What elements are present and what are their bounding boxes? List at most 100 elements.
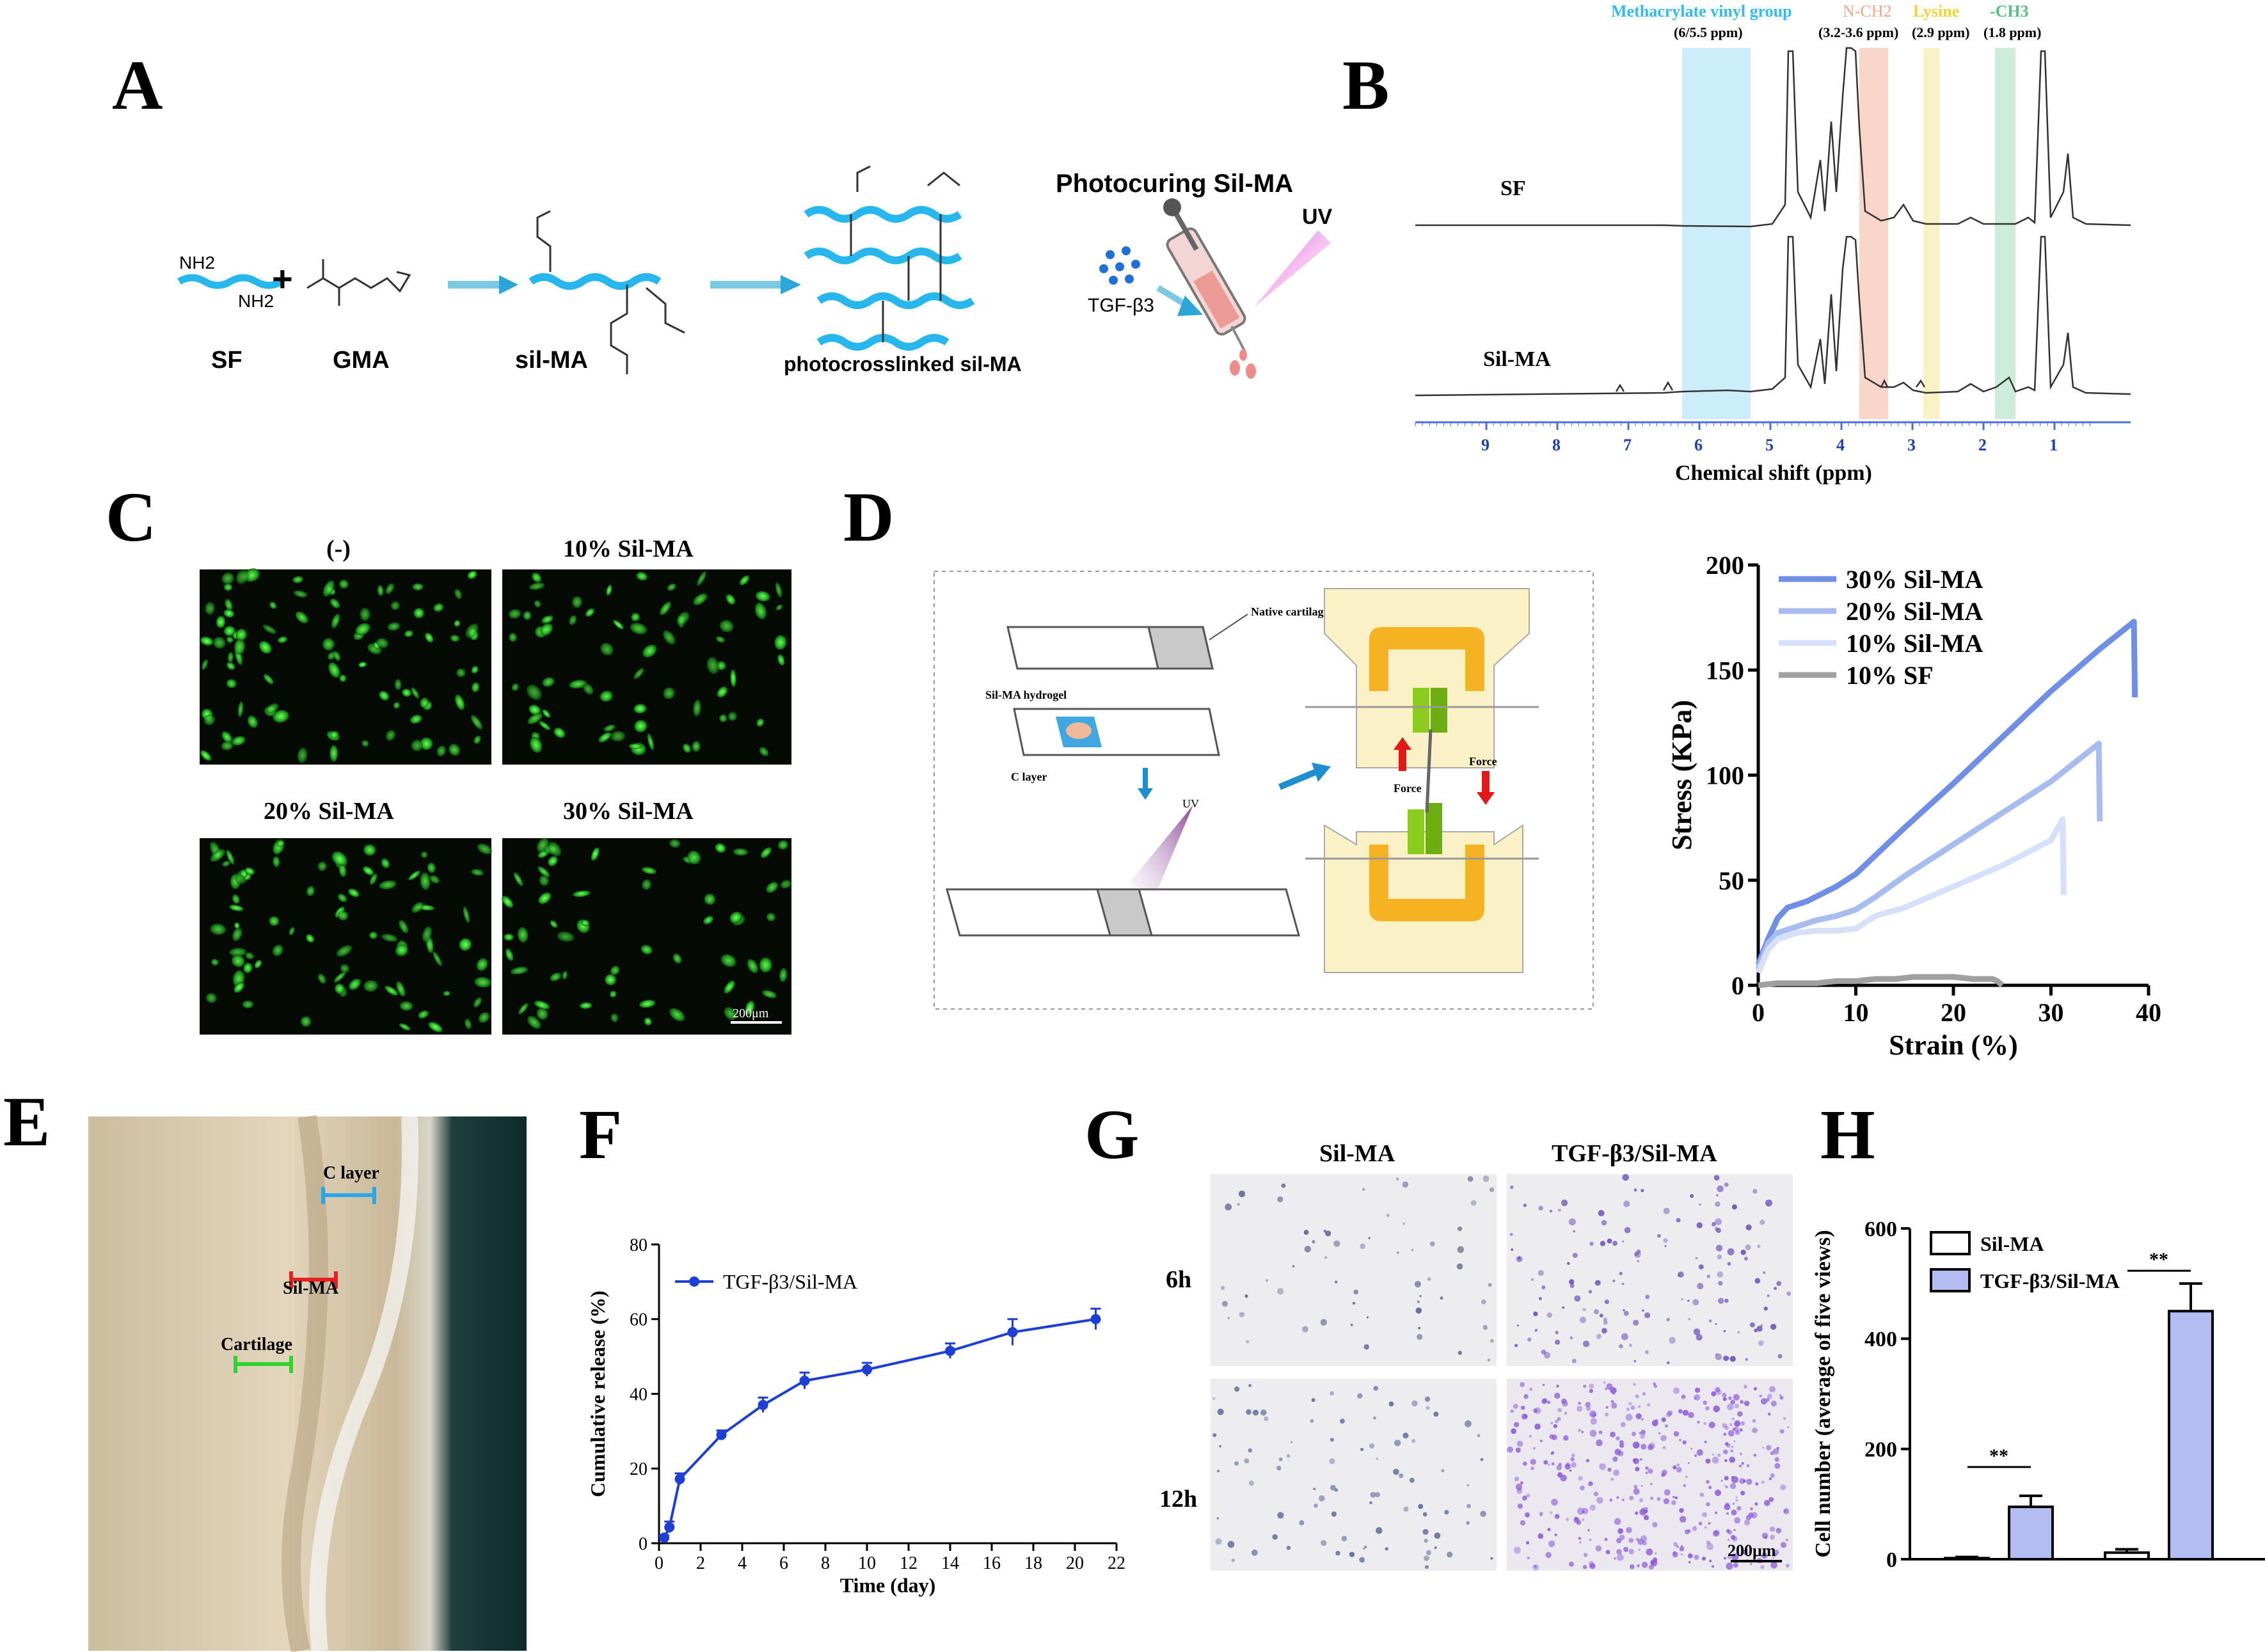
stained-cell [1616, 1537, 1622, 1544]
range-ch3: (1.8 ppm) [1983, 24, 2041, 40]
fluorescent-cell [226, 662, 235, 671]
fluorescent-cell [200, 637, 214, 646]
x-tick-label: 20 [1066, 1553, 1084, 1573]
fluorescent-cell [528, 704, 541, 715]
stained-cell [1579, 1541, 1582, 1544]
stained-cell [1554, 1392, 1561, 1399]
fluorescent-cell [376, 638, 388, 648]
legend-label-0: 30% Sil-MA [1846, 565, 1983, 594]
stained-cell [1655, 1419, 1658, 1422]
legend-label-1: TGF-β3/Sil-MA [1980, 1269, 2120, 1292]
stained-cell [1749, 1322, 1755, 1328]
stained-cell [1550, 1452, 1554, 1455]
fluorescent-cell [454, 620, 461, 627]
stained-cell [1673, 1387, 1680, 1394]
stained-cell [1728, 1396, 1732, 1400]
fluorescent-cell [317, 973, 326, 984]
stained-cell [1624, 1227, 1631, 1234]
stained-cell [1419, 1294, 1422, 1298]
e-markers [234, 1187, 376, 1373]
y-tick-label: 200 [1706, 551, 1744, 580]
stained-cell [1349, 1552, 1355, 1557]
b-tick-label-1: 1 [2049, 436, 2058, 454]
fluorescent-cell [538, 892, 552, 904]
fluorescent-cell [205, 601, 215, 615]
legend-label: TGF-β3/Sil-MA [723, 1270, 857, 1293]
stained-cell [1729, 1356, 1736, 1362]
stained-cell [1743, 1385, 1747, 1389]
stained-cell [1511, 1428, 1517, 1434]
stained-cell [1663, 1498, 1670, 1504]
stained-cell [1509, 1233, 1513, 1236]
fluorescent-cell [408, 870, 420, 880]
stained-cell [1543, 1460, 1548, 1465]
x-tick-label: 16 [983, 1553, 1001, 1573]
stained-cell [1215, 1538, 1222, 1545]
fluorescent-cell [449, 743, 461, 756]
fluorescent-cell [610, 965, 620, 976]
stained-cell [1386, 1213, 1390, 1218]
legend-label-1: 20% Sil-MA [1846, 597, 1983, 626]
stained-cell [1717, 1453, 1721, 1457]
stained-cell [1527, 1556, 1530, 1560]
label-ch3: -CH3 [1990, 2, 2029, 20]
stained-cell [1212, 1397, 1215, 1400]
stained-cell [1774, 1287, 1777, 1291]
stained-cell [1697, 1420, 1700, 1424]
stained-cell [1704, 1440, 1707, 1443]
stained-cell [1619, 1443, 1625, 1448]
stained-cell [1530, 1466, 1534, 1470]
x-tick-label: 10 [858, 1553, 876, 1573]
stained-cell [1366, 1316, 1369, 1319]
data-point [758, 1400, 768, 1411]
data-point [659, 1532, 670, 1543]
stained-cell [1752, 1418, 1756, 1423]
stained-cell [1514, 1344, 1518, 1347]
fluorescent-cell [585, 608, 594, 617]
stained-cell [1667, 1361, 1670, 1365]
stained-cell [1482, 1175, 1490, 1182]
stained-cell [1520, 1520, 1526, 1526]
fluorescent-cell [766, 912, 776, 922]
stained-cell [1613, 1469, 1620, 1476]
stained-cell [1362, 1187, 1365, 1191]
stained-cell [1614, 1518, 1621, 1525]
stained-cell [1708, 1521, 1711, 1525]
stained-cell [1697, 1283, 1704, 1290]
fluorescent-cell [471, 869, 484, 876]
stained-cell [1641, 1561, 1648, 1568]
stained-cell [1411, 1400, 1418, 1407]
d-cartilage-1 [1147, 626, 1214, 670]
fluorescent-cell [226, 679, 237, 688]
fluorescent-cell [381, 858, 390, 868]
stained-cell [1403, 1433, 1409, 1439]
g-image-tgf-6h [1507, 1174, 1793, 1366]
x-tick-label: 2 [696, 1553, 705, 1573]
arrow-1-head [499, 275, 518, 294]
stained-cell [1724, 1442, 1729, 1446]
stained-cell [1553, 1424, 1557, 1429]
stained-cell [1585, 1402, 1591, 1408]
fluorescent-cell [613, 619, 624, 630]
d-label-force-right: Force [1469, 755, 1497, 768]
stained-cell [1441, 1469, 1445, 1473]
fluorescent-cell [540, 623, 553, 636]
fluorescent-cell [317, 861, 327, 871]
d-force-up-head [1394, 737, 1411, 750]
stained-cell [1426, 1406, 1430, 1410]
fluorescent-cell [379, 690, 390, 701]
stained-cell [1772, 1557, 1774, 1559]
stained-cell [1278, 1457, 1283, 1461]
tgf-label: TGF-β3 [1088, 295, 1154, 316]
stained-cell [1617, 1450, 1624, 1457]
stained-cell [1758, 1340, 1764, 1346]
fluorescent-cell [600, 690, 613, 702]
stained-cell [1712, 1453, 1714, 1456]
stained-cell [1619, 1271, 1623, 1276]
x-axis-title: Strain (%) [1889, 1029, 2018, 1061]
stained-cell [1692, 1299, 1699, 1306]
stained-cell [1374, 1492, 1380, 1498]
stained-cell [1264, 1416, 1269, 1422]
stained-cell [1368, 1237, 1371, 1239]
